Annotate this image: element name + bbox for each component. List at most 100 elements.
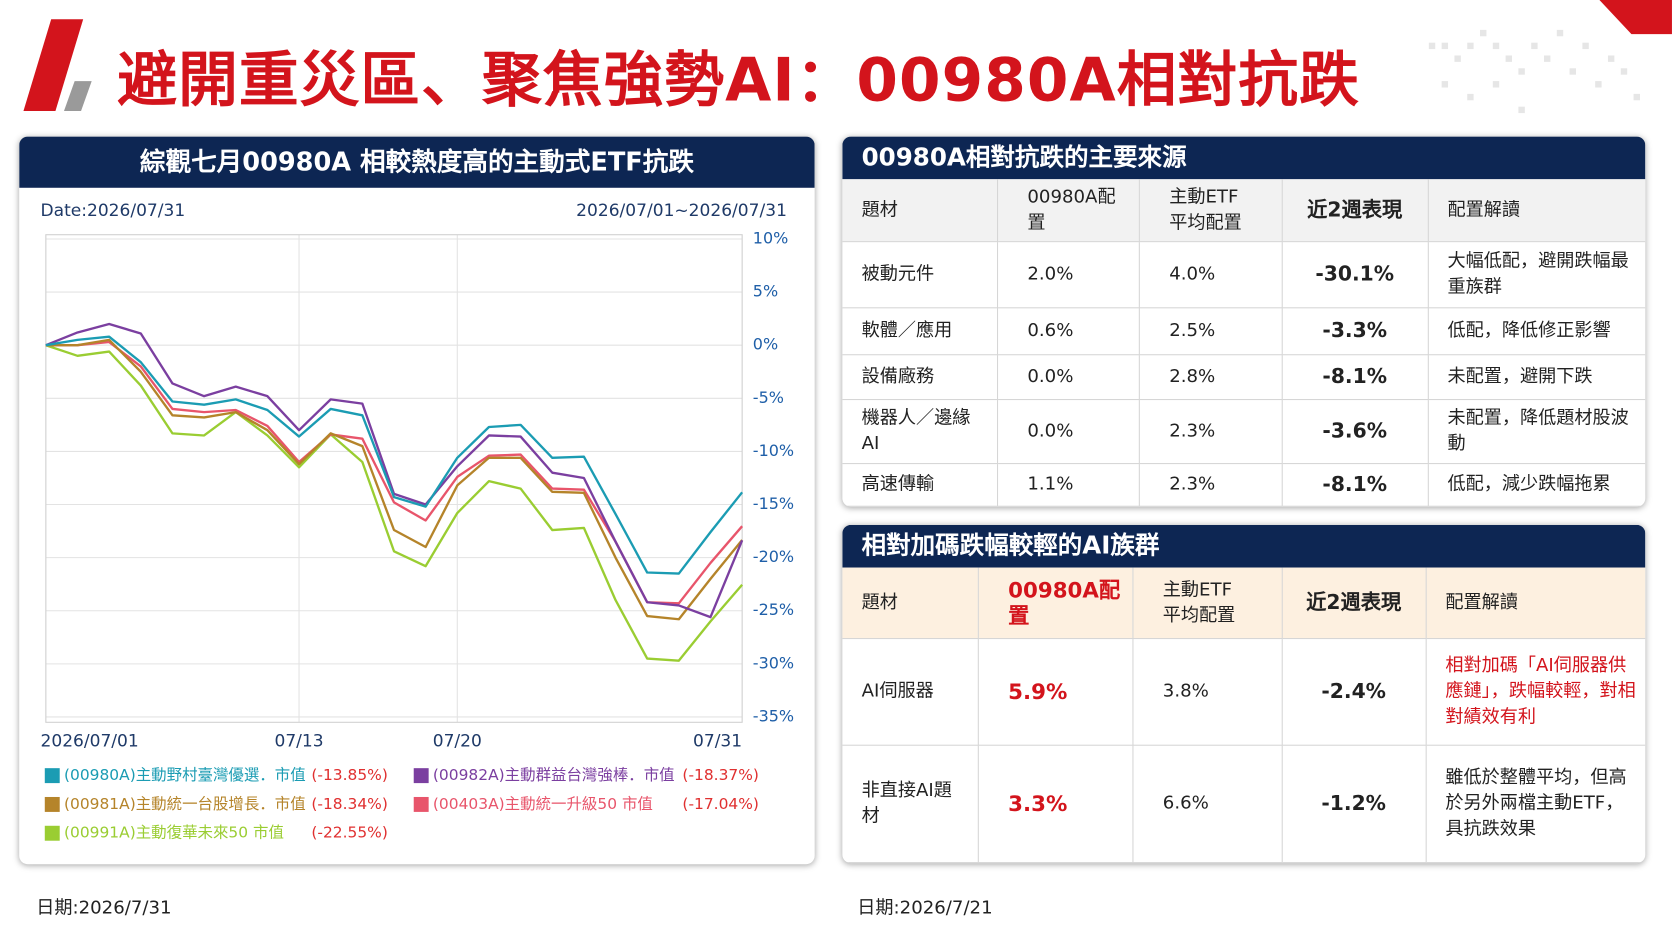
table-row: 題材 00980A配置 主動ETF 平均配置 近2週表現 配置解讀 — [842, 567, 1646, 639]
y-tick-label: 10% — [753, 228, 789, 247]
table-cell: 未配置，降低題材股波動 — [1427, 399, 1646, 464]
y-tick-label: -15% — [753, 494, 794, 513]
y-tick-label: 0% — [753, 335, 778, 354]
column-header: 題材 — [842, 567, 979, 639]
legend-value: (-22.55%) — [311, 824, 388, 842]
table-cell: 2.0% — [996, 241, 1140, 308]
legend-label: (00982A)主動群益台灣強棒．市值 — [433, 766, 675, 784]
x-tick-label: 07/13 — [274, 731, 323, 751]
series-line — [45, 335, 744, 575]
table-cell: 設備廠務 — [842, 354, 998, 400]
range-label: 2026/07/01~2026/07/31 — [576, 201, 787, 221]
legend-swatch — [413, 796, 429, 812]
table-row: 軟體／應用 0.6% 2.5% -3.3% 低配，降低修正影響 — [842, 307, 1646, 355]
series-line — [45, 322, 744, 619]
table-row: 設備廠務 0.0% 2.8% -8.1% 未配置，避開下跌 — [842, 354, 1646, 400]
table-cell: 高速傳輸 — [842, 463, 998, 507]
table-card: 相對加碼跌幅較輕的AI族群 題材 00980A配置 主動ETF 平均配置 近2週表現配… — [842, 524, 1646, 863]
legend-value: (-13.85%) — [311, 766, 388, 784]
table-cell: -3.6% — [1281, 399, 1429, 464]
table-cell: 機器人／邊緣AI — [842, 399, 998, 464]
table-cell: 1.1% — [996, 463, 1140, 507]
legend-swatch — [44, 796, 60, 812]
table-cell: 6.6% — [1132, 744, 1283, 863]
table-card: 00980A相對抗跌的主要來源 題材 00980A配置 主動ETF 平均配置 近2週表… — [842, 136, 1646, 507]
table-cell: 低配，減少跌幅拖累 — [1427, 463, 1646, 507]
table-cell: 0.6% — [996, 307, 1140, 355]
slide-title: 避開重災區、聚焦強勢AI：00980A相對抗跌 — [117, 45, 1360, 116]
date-label: Date:2026/07/31 — [41, 201, 186, 221]
table-title: 相對加碼跌幅較輕的AI族群 — [842, 524, 1646, 568]
table-cell: 4.0% — [1138, 241, 1283, 308]
table-cell: 3.3% — [977, 744, 1133, 863]
y-tick-label: -5% — [753, 388, 784, 407]
y-tick-label: -10% — [753, 441, 794, 460]
table-cell: 軟體／應用 — [842, 307, 998, 355]
chart: Date:2026/07/31 2026/07/01~2026/07/31 10… — [41, 201, 795, 842]
table-cell: AI伺服器 — [842, 638, 979, 746]
y-tick-label: -25% — [753, 600, 794, 619]
table-row: 機器人／邊緣AI 0.0% 2.3% -3.6% 未配置，降低題材股波動 — [842, 399, 1646, 464]
legend-swatch — [44, 825, 60, 841]
y-tick-label: -30% — [753, 653, 794, 672]
chart-card-title: 綜觀七月00980A 相較熱度高的主動式ETF抗跌 — [19, 136, 815, 188]
x-tick-label: 07/31 — [693, 731, 742, 751]
column-header: 主動ETF 平均配置 — [1138, 179, 1283, 242]
y-tick-label: -20% — [753, 547, 794, 566]
table-cell: 3.8% — [1132, 638, 1283, 746]
table-cell: 低配，降低修正影響 — [1427, 307, 1646, 355]
table-cell: 雖低於整體平均，但高於另外兩檔主動ETF，具抗跌效果 — [1425, 744, 1646, 863]
table-cell: -30.1% — [1281, 241, 1429, 308]
series-line — [45, 344, 744, 662]
table-cell: 非直接AI題材 — [842, 744, 979, 863]
legend-value: (-17.04%) — [682, 795, 759, 813]
legend-value: (-18.34%) — [311, 795, 388, 813]
decoration — [23, 0, 1672, 114]
table-row: 被動元件 2.0% 4.0% -30.1% 大幅低配，避開跌幅最重族群 — [842, 241, 1646, 308]
column-header: 00980A配置 — [977, 567, 1133, 639]
column-header: 近2週表現 — [1281, 567, 1427, 639]
table-cell: 5.9% — [977, 638, 1133, 746]
table-cell: -8.1% — [1281, 354, 1429, 400]
y-tick-label: -35% — [753, 706, 794, 725]
table-cell: 2.5% — [1138, 307, 1283, 355]
column-header: 配置解讀 — [1427, 179, 1646, 242]
table-cell: -8.1% — [1281, 463, 1429, 507]
table-cell: 相對加碼「AI伺服器供應鏈」，跌幅較輕，對相對績效有利 — [1425, 638, 1646, 746]
legend-swatch — [413, 768, 429, 784]
table: 題材 00980A配置 主動ETF 平均配置 近2週表現 配置解讀 被動元件 2.0% 4.0… — [842, 179, 1646, 507]
legend-value: (-18.37%) — [682, 766, 759, 784]
column-header: 00980A配置 — [996, 179, 1140, 242]
table-cell: -3.3% — [1281, 307, 1429, 355]
table-title: 00980A相對抗跌的主要來源 — [842, 136, 1646, 180]
column-header: 配置解讀 — [1425, 567, 1646, 639]
table-row: 非直接AI題材 3.3% 6.6% -1.2% 雖低於整體平均，但高於另外兩檔主動ETF… — [842, 744, 1646, 863]
legend-label: (00403A)主動統一升級50 市值 — [433, 795, 653, 813]
series-line — [45, 340, 744, 605]
table-cell: -2.4% — [1281, 638, 1427, 746]
table-row: 高速傳輸 1.1% 2.3% -8.1% 低配，減少跌幅拖累 — [842, 463, 1646, 507]
table-row: AI伺服器 5.9% 3.8% -2.4% 相對加碼「AI伺服器供應鏈」，跌幅較輕，對相… — [842, 638, 1646, 746]
table-cell: 0.0% — [996, 399, 1140, 464]
y-tick-label: 5% — [753, 282, 778, 301]
column-header: 主動ETF 平均配置 — [1132, 567, 1283, 639]
table-cell: 2.8% — [1138, 354, 1283, 400]
legend-swatch — [44, 768, 60, 784]
x-tick-label: 2026/07/01 — [41, 731, 139, 751]
column-header: 近2週表現 — [1281, 179, 1429, 242]
column-header: 題材 — [842, 179, 998, 242]
table-cell: 2.3% — [1138, 463, 1283, 507]
table-cell: 大幅低配，避開跌幅最重族群 — [1427, 241, 1646, 308]
x-tick-label: 07/20 — [433, 731, 482, 751]
legend-label: (00991A)主動復華未來50 市值 — [64, 824, 284, 842]
table-cell: 未配置，避開下跌 — [1427, 354, 1646, 400]
plot-frame — [45, 234, 743, 723]
table: 題材 00980A配置 主動ETF 平均配置 近2週表現 配置解讀 AI伺服器 5.9% 3.… — [842, 567, 1646, 863]
series-line — [45, 338, 744, 621]
table-cell: 0.0% — [996, 354, 1140, 400]
legend-label: (00980A)主動野村臺灣優選．市值 — [64, 766, 306, 784]
table-cell: 被動元件 — [842, 241, 998, 308]
legend-label: (00981A)主動統一台股增長．市值 — [64, 795, 306, 813]
table-row: 題材 00980A配置 主動ETF 平均配置 近2週表現 配置解讀 — [842, 179, 1646, 242]
